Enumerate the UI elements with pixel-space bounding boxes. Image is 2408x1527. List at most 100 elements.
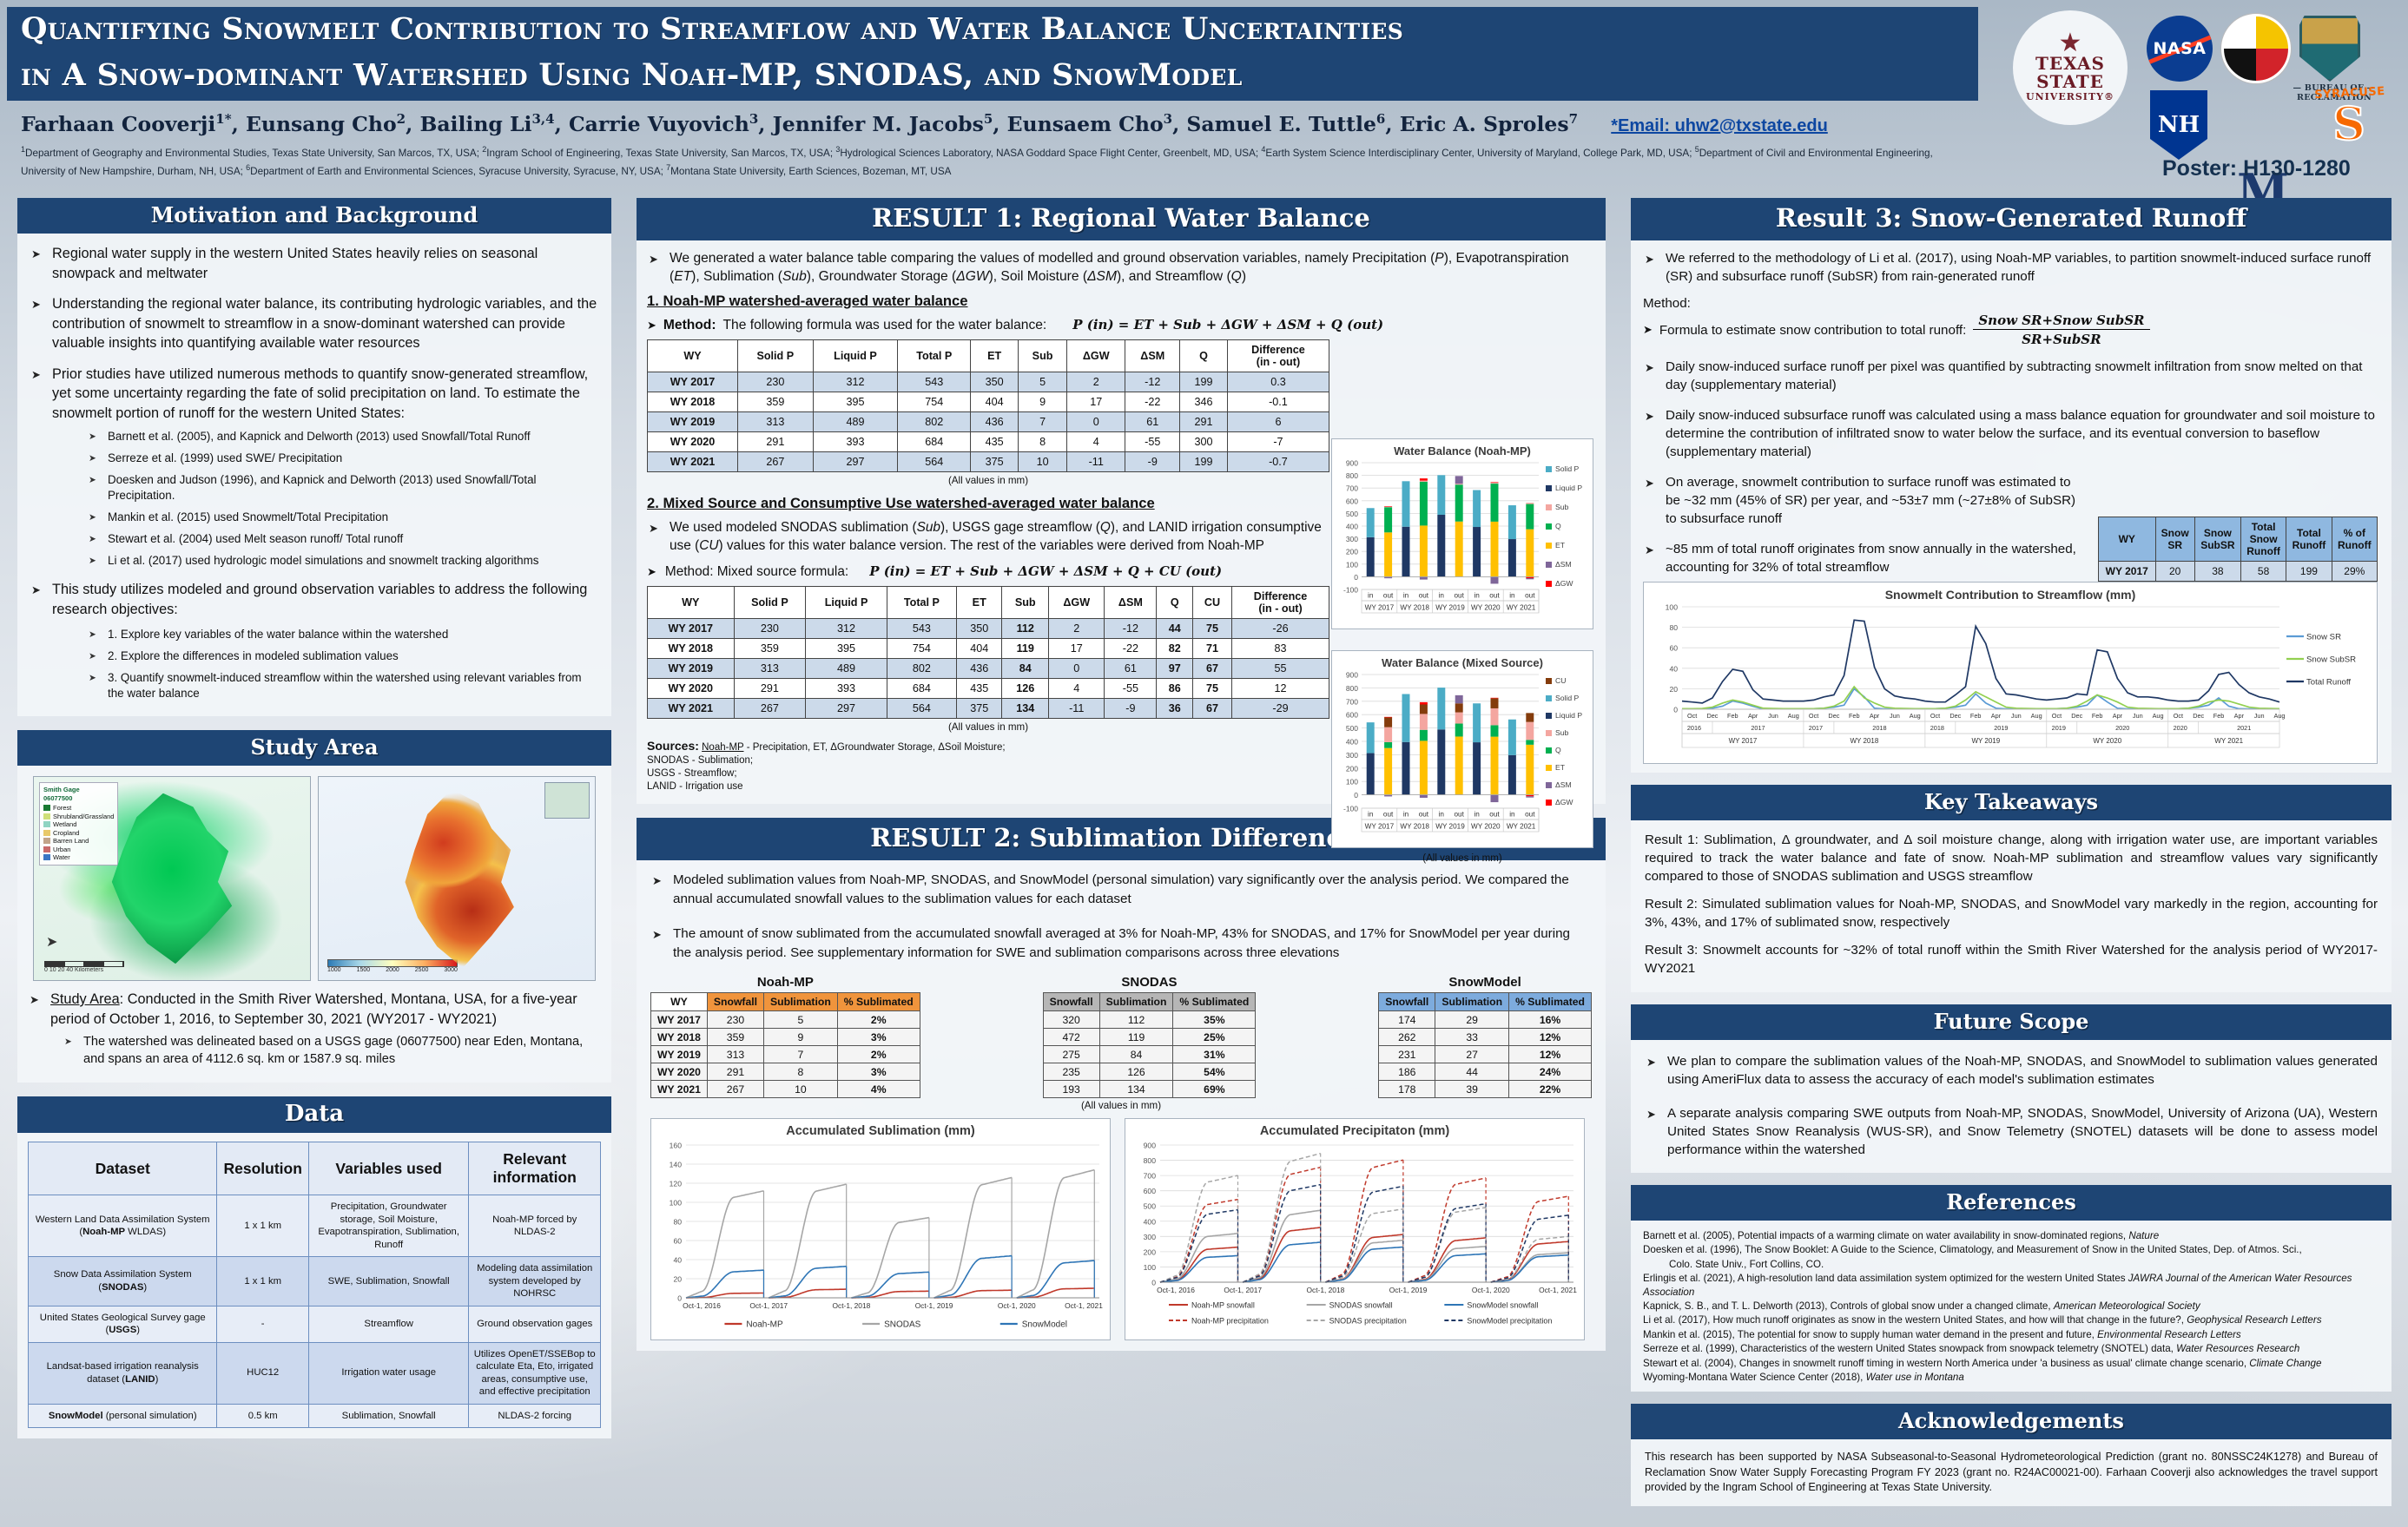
table-cell: -55 [1104,678,1158,699]
svg-text:Aug: Aug [1788,712,1799,720]
table-cell: 29 [1435,1010,1510,1029]
table-cell: WY 2017 [650,1010,708,1029]
sources-label: Sources: [647,739,699,753]
column-header: Dataset [27,1142,218,1195]
takeaway-item: Result 3: Snowmelt accounts for ~32% of … [1645,943,2378,976]
table-row: Landsat-based irrigation reanalysis data… [27,1341,601,1405]
table-cell: 2% [836,1010,920,1029]
logo-strip: ★ TEXAS STATE UNIVERSITY® NASA — BUREAU … [1997,3,2405,222]
list-item: Modeled sublimation values from Noah-MP,… [650,871,1592,909]
svg-text:Oct-1, 2018: Oct-1, 2018 [833,1301,871,1310]
table-cell: 38 [2194,561,2241,582]
column-header: Sublimation [763,992,838,1011]
table-cell: Snow Data Assimilation System (SNODAS) [27,1256,218,1307]
svg-text:400: 400 [1346,523,1358,531]
table-cell: 0.5 km [216,1403,309,1428]
table-cell: WY 2020 [646,431,739,452]
chart-title: Snowmelt Contribution to Streamflow (mm) [1884,588,2136,602]
svg-text:SnowModel: SnowModel [1022,1320,1067,1330]
table-row: WY 2017 230 312 543 350 5 2 -12 199 0.3 [646,372,1330,392]
svg-text:out: out [1525,592,1535,600]
legend-item: Water [43,853,114,862]
study-area-maps: Smith Gage 06077500 Forest Shrubland/Gras… [24,769,604,984]
table-cell: -9 [1125,451,1181,472]
column-header: Difference (in - out) [1226,339,1330,372]
svg-text:0: 0 [1151,1279,1156,1287]
table-cell: 436 [970,411,1019,432]
list-item: On average, snowmelt contribution to sur… [1643,473,2081,528]
table-cell: -22 [1125,392,1181,412]
column-header: Difference (in - out) [1231,586,1329,619]
table-cell: Modeling data assimilation system develo… [468,1256,601,1307]
list-item: A separate analysis comparing SWE output… [1645,1104,2378,1159]
table-cell: 112 [1098,1010,1174,1029]
motivation-bullets: Regional water supply in the western Uni… [30,244,599,701]
table-cell: 0 [1066,411,1126,432]
svg-text:0: 0 [1354,573,1358,582]
svg-text:WY 2018: WY 2018 [1400,823,1429,831]
table-cell: 313 [737,411,814,432]
legend-item: Forest [43,804,114,813]
column-header: Snowfall [1378,992,1436,1011]
table-cell: 297 [805,698,887,719]
svg-text:60: 60 [673,1237,682,1246]
column-header: Q [1179,339,1228,372]
svg-text:Noah-MP: Noah-MP [746,1320,783,1330]
table-cell: 199 [1179,451,1228,472]
table-cell: 54% [1172,1063,1257,1081]
tick-label: 3000 [444,967,458,973]
table-row: 193 134 69% [1042,1080,1257,1098]
table-cell: -12 [1104,618,1158,639]
chart-canvas: 0 20 40 60 80 100 Oct Dec Feb Apr Jun Aug Oct Dec Feb A… [1666,603,2356,748]
contact-email-link[interactable]: *Email: uhw2@txstate.edu [1611,115,1828,135]
table-cell: 134 [1001,698,1050,719]
table-row: United States Geological Survey gage (US… [27,1305,601,1343]
table-cell: 235 [1042,1063,1100,1081]
table-cell: 61 [1125,411,1181,432]
svg-text:2017: 2017 [1809,724,1823,732]
table-cell: WY 2021 [647,698,735,719]
column-header: % Sublimated [836,992,920,1011]
reference-item-continued: Colo. State Univ., Fort Collins, CO. [1669,1258,1824,1270]
table-cell: 44 [1435,1063,1510,1081]
column-header: WY [650,992,708,1011]
table-row: SnowModel (personal simulation) 0.5 km Sub… [27,1403,601,1428]
list-item: 2. Explore the differences in modeled su… [89,648,599,664]
authors-block: Farhaan Cooverji1*, Eunsang Cho2, Bailin… [7,102,1978,177]
column-header: Sublimation [1098,992,1174,1011]
table-row: WY 2018 359 395 754 404 119 17 -22 82 71 83 [647,638,1329,659]
chart-canvas: 0 20 40 60 80 100 120 140 160 Oct-1, 2016 Oct-1, 2… [670,1142,1104,1330]
bureau-of-reclamation-logo [2299,16,2360,82]
source-line-4: LANID - Irrigation use [647,781,743,792]
table-cell: -12 [1125,372,1181,392]
water-balance-noahmp-chart: Water Balance (Noah-MP) -100 0 100 200 300 40… [1331,438,1593,629]
table-cell: 69% [1172,1080,1257,1098]
svg-text:in: in [1509,811,1515,819]
list-item: 1. Explore key variables of the water ba… [89,627,599,642]
table-cell: WY 2017 [646,372,739,392]
table-cell: NLDAS-2 forcing [468,1403,601,1428]
takeaway-item: Result 1: Sublimation, Δ groundwater, an… [1645,833,2378,884]
table-cell: 119 [1001,638,1050,659]
list-item: 3. Quantify snowmelt-induced streamflow … [89,670,599,701]
column-header: Relevant information [468,1142,601,1195]
table-cell: 230 [733,618,807,639]
list-item: Daily snow-induced surface runoff per pi… [1643,358,2379,394]
table-row: WY 2019 313 7 2% [650,1045,920,1063]
page-title-line1: Quantifying Snowmelt Contribution to Str… [21,11,1404,47]
author-list: Farhaan Cooverji1*, Eunsang Cho2, Bailin… [21,111,1828,136]
result1-subheading-2: 2. Mixed Source and Consumptive Use wate… [647,495,1155,511]
texas-state-line2: STATE [2036,71,2104,92]
key-takeaways-heading: Key Takeaways [1631,785,2392,820]
table-cell: 44 [1156,618,1194,639]
reference-item: Stewart et al. (2004), Changes in snowme… [1643,1357,2322,1369]
column-header: % Sublimated [1172,992,1257,1011]
table-row: 275 84 31% [1042,1045,1257,1063]
table-row: Western Land Data Assimilation System (N… [27,1195,601,1257]
reference-item: Wyoming-Montana Water Science Center (20… [1643,1372,1964,1384]
acknowledgements-heading: Acknowledgements [1631,1404,2392,1440]
table-cell: 7 [763,1045,838,1063]
column-header: Sub [1001,586,1050,619]
scalebar-bars [44,961,124,967]
column-header: Snow SR [2154,517,2195,562]
